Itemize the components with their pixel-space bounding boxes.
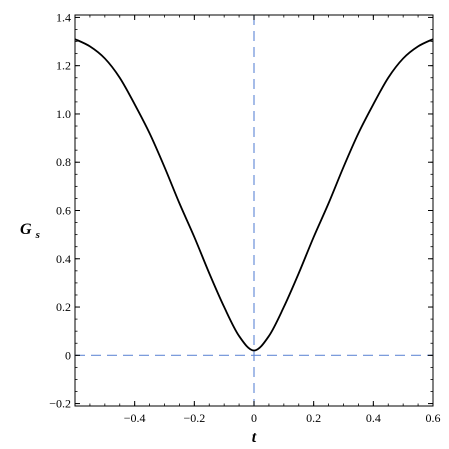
x-tick-label: −0.4 [124,411,146,425]
x-tick-label: 0.4 [366,411,381,425]
y-tick-label: 0.4 [56,252,71,266]
y-tick-label: 0 [65,348,71,362]
x-tick-label: 0.6 [426,411,441,425]
y-tick-label: −0.2 [49,397,71,411]
x-tick-label: −0.2 [183,411,205,425]
x-tick-label: 0 [251,411,257,425]
y-axis-title-main: G [20,221,32,238]
y-axis-title: G s [20,221,40,241]
y-tick-label: 1.2 [56,59,71,73]
series-group [74,38,434,352]
y-tick-label: 0.6 [56,204,71,218]
y-tick-label: 1.0 [56,107,71,121]
y-tick-label: 0.2 [56,300,71,314]
reference-lines [75,15,433,406]
y-tick-label: 1.4 [56,10,71,24]
x-tick-label: 0.2 [306,411,321,425]
y-axis-title-sub: s [35,229,40,241]
y-tick-label: 0.8 [56,155,71,169]
series-line [74,38,434,352]
axis-ticks: −0.4 −0.2 0 0.2 0.4 0.6 −0.2 0 0.2 0.4 0.6 0.8 1.0 1.… [49,10,440,425]
x-axis-title: t [252,429,257,446]
